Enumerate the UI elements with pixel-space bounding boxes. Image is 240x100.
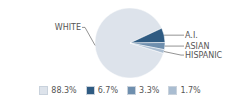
svg-text:WHITE: WHITE: [55, 23, 81, 32]
svg-text:ASIAN: ASIAN: [185, 42, 209, 51]
html-text:3.3%: 3.3%: [139, 85, 160, 95]
html-text:6.7%: 6.7%: [97, 85, 118, 95]
html-text:1.7%: 1.7%: [180, 85, 201, 95]
html-text:88.3%: 88.3%: [51, 85, 77, 95]
svg-text:A.I.: A.I.: [185, 31, 198, 40]
svg-text:HISPANIC: HISPANIC: [185, 51, 223, 60]
